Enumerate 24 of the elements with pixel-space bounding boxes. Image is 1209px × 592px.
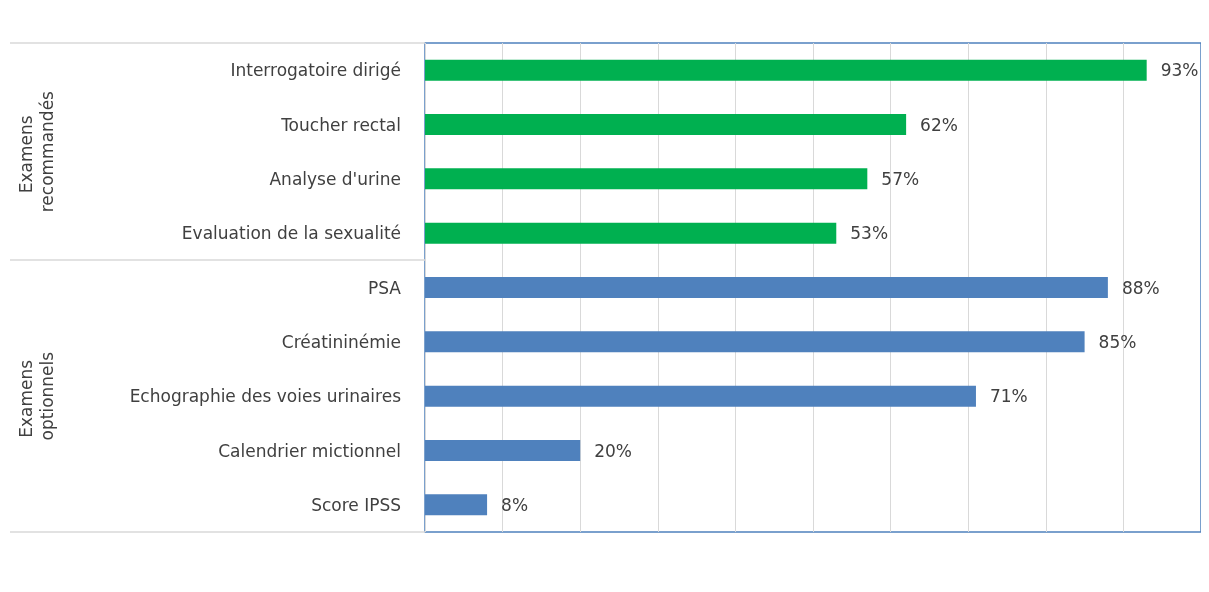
bar [425,59,1147,81]
data-label: 20% [594,440,632,461]
y-tick-label: Interrogatoire dirigé [230,60,401,81]
data-label: 85% [1098,331,1137,352]
y-tick-label: Calendrier mictionnel [218,440,401,461]
y-tick-label: Evaluation de la sexualité [181,223,401,244]
data-label: 71% [989,386,1028,407]
bar [425,222,837,244]
y-tick-label: PSA [368,277,402,298]
y-tick-label: Créatininémie [281,331,401,352]
y-tick-label: Toucher rectal [280,114,401,135]
bar [425,114,907,135]
text: Examens optionnels [15,351,57,441]
y-tick-label: Score IPSS [311,494,401,515]
text: Examens recommandés [15,90,57,213]
data-label: 8% [501,494,529,515]
data-label: 93% [1160,60,1199,81]
y-tick-label: Analyse d'urine [269,168,401,189]
y-tick-label: Echographie des voies urinaires [129,386,402,407]
data-label: 53% [850,223,889,244]
data-label: 57% [881,168,920,189]
bar [425,168,868,190]
data-label: 62% [920,114,958,135]
data-label: 88% [1121,277,1160,298]
